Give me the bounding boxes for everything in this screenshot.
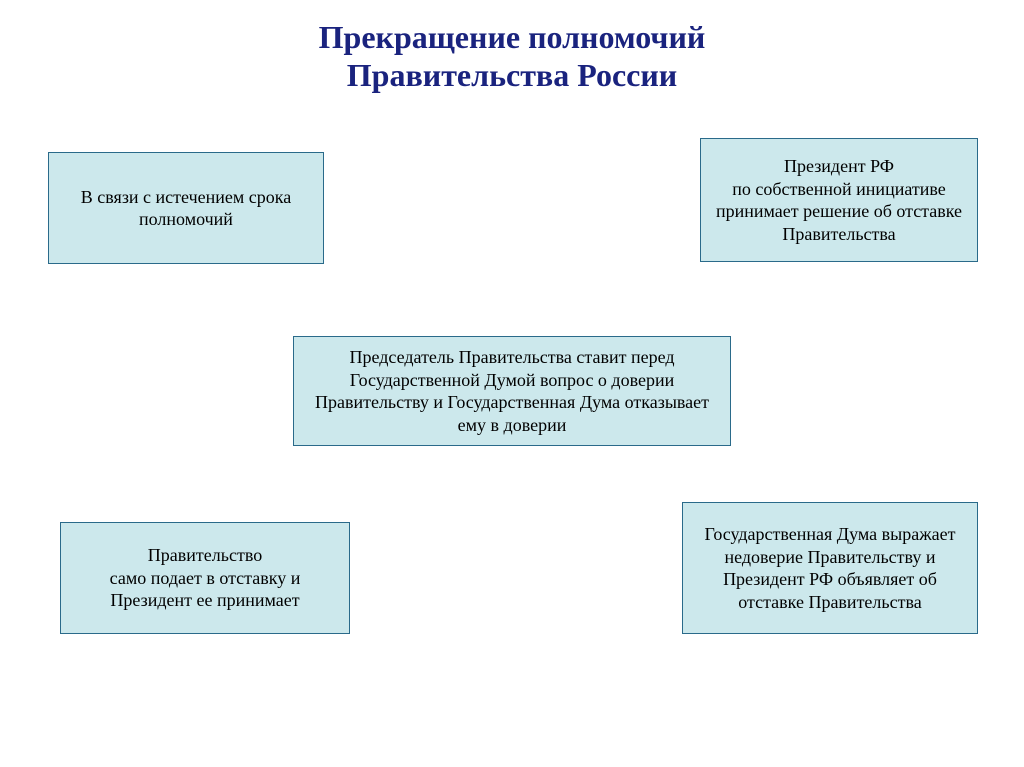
box-bottom-right: Государственная Дума выражает недоверие … bbox=[682, 502, 978, 634]
box-bottom-left: Правительствосамо подает в отставку и Пр… bbox=[60, 522, 350, 634]
title-line-1: Прекращение полномочий bbox=[319, 19, 706, 55]
box-top-right: Президент РФпо собственной инициативе пр… bbox=[700, 138, 978, 262]
box-top-left: В связи с истечением срока полномочий bbox=[48, 152, 324, 264]
box-middle: Председатель Правительства ставит перед … bbox=[293, 336, 731, 446]
title-line-2: Правительства России bbox=[347, 57, 677, 93]
diagram-title: Прекращение полномочий Правительства Рос… bbox=[0, 0, 1024, 95]
